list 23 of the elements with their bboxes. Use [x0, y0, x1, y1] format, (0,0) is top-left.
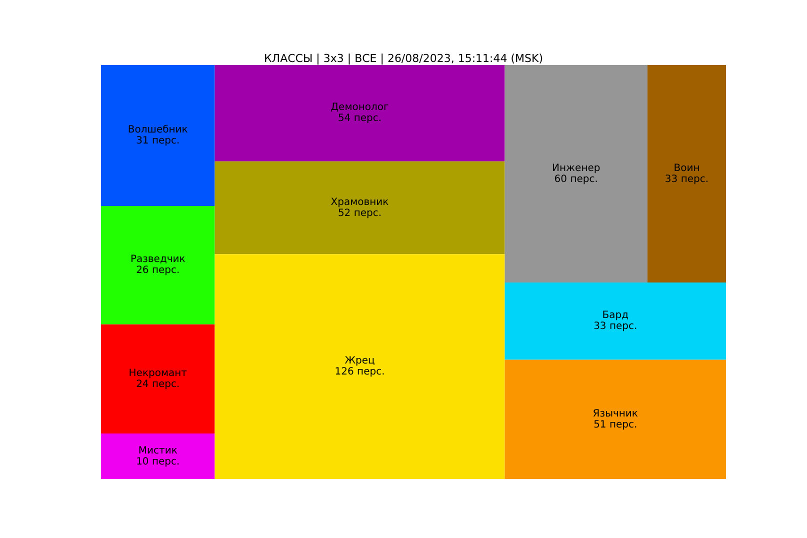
data-label: 54 перс. [338, 113, 382, 124]
category-label: Язычник [592, 408, 638, 420]
category-label: Некромант [128, 368, 188, 379]
category-label: Демонолог [330, 102, 389, 114]
category-label: Мистик [138, 445, 178, 456]
category-label: Инженер [552, 162, 600, 174]
data-label: 33 перс. [664, 174, 709, 185]
category-label: Разведчик [130, 254, 186, 266]
category-label: Волшебник [128, 124, 188, 136]
data-label: 51 перс. [594, 419, 638, 430]
data-label: 126 перс. [334, 366, 385, 378]
data-label: 52 перс. [338, 208, 382, 219]
data-label: 10 перс. [136, 456, 180, 468]
text: КЛАССЫ | 3х3 | ВСЕ | 26/08/2023, 15:11:44 (MSK) [264, 52, 544, 65]
data-label: 33 перс. [594, 321, 638, 332]
data-label: 24 перс. [136, 378, 180, 390]
data-label: 31 перс. [136, 136, 180, 147]
category-label: Воин [674, 162, 700, 174]
category-label: Храмовник [330, 196, 389, 208]
data-label: 60 перс. [554, 174, 598, 185]
category-label: Жрец [344, 356, 375, 367]
category-label: Бард [602, 310, 629, 322]
data-label: 26 перс. [136, 265, 180, 276]
